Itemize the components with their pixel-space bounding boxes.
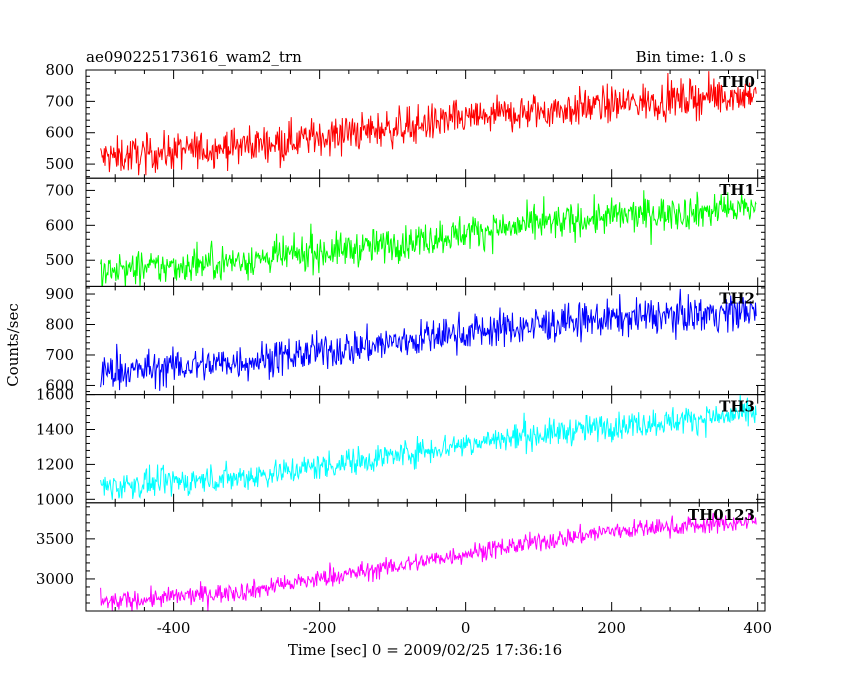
x-tick-label: 200 [597,619,626,637]
panel-th3: 1000 1200 1400 1600 TH3 [36,386,766,508]
panel-th0: 500 600 700 800 TH0 [45,61,766,179]
panel-frame-th2 [85,285,766,396]
panel-frame-th0123 [85,502,766,612]
y-tick-label: 600 [45,124,74,142]
series-line-th0123 [100,512,757,611]
y-tick-label: 900 [45,285,74,303]
y-tick-label: 500 [45,251,74,269]
y-tick-label: 1200 [36,455,74,473]
chart-title: ae090225173616_wam2_trn [86,48,302,66]
y-tick-label: 700 [45,181,74,199]
y-tick-label: 600 [45,216,74,234]
series-line-th0 [100,71,757,176]
x-tick-label: -200 [303,619,337,637]
y-tick-label: 500 [45,155,74,173]
bin-time-label: Bin time: 1.0 s [636,48,746,66]
y-tick-label: 700 [45,346,74,364]
x-tick-label: 0 [461,619,471,637]
y-tick-label: 1400 [36,421,74,439]
y-tick-label: 3500 [36,530,74,548]
panel-th1: 500 600 700 TH1 [45,177,766,287]
series-line-th1 [100,190,757,287]
x-tick-label: -400 [157,619,191,637]
panel-label-th2: TH2 [719,289,755,307]
panel-label-th0: TH0 [719,73,755,91]
series-line-th3 [100,394,757,500]
y-tick-label: 700 [45,92,74,110]
panel-label-th0123: TH0123 [688,506,755,524]
panels-group: 500 600 700 800 TH0 500 600 700 TH1 600 700 800 900 T… [36,61,772,637]
y-tick-label: 800 [45,61,74,79]
series-line-th2 [100,288,757,391]
y-tick-label: 800 [45,315,74,333]
y-tick-label: 1600 [36,386,74,404]
y-tick-label: 3000 [36,570,74,588]
panel-label-th3: TH3 [719,398,755,416]
panel-th0123: 3000 3500 TH0123 [36,502,766,612]
y-tick-label: 600 [45,376,74,394]
y-tick-label: 1000 [36,490,74,508]
x-tick-label: 400 [743,619,772,637]
x-axis-title: Time [sec] 0 = 2009/02/25 17:36:16 [288,641,562,659]
y-axis-title: Counts/sec [4,303,22,387]
panel-th2: 600 700 800 900 TH2 [45,285,766,396]
panel-label-th1: TH1 [719,181,755,199]
